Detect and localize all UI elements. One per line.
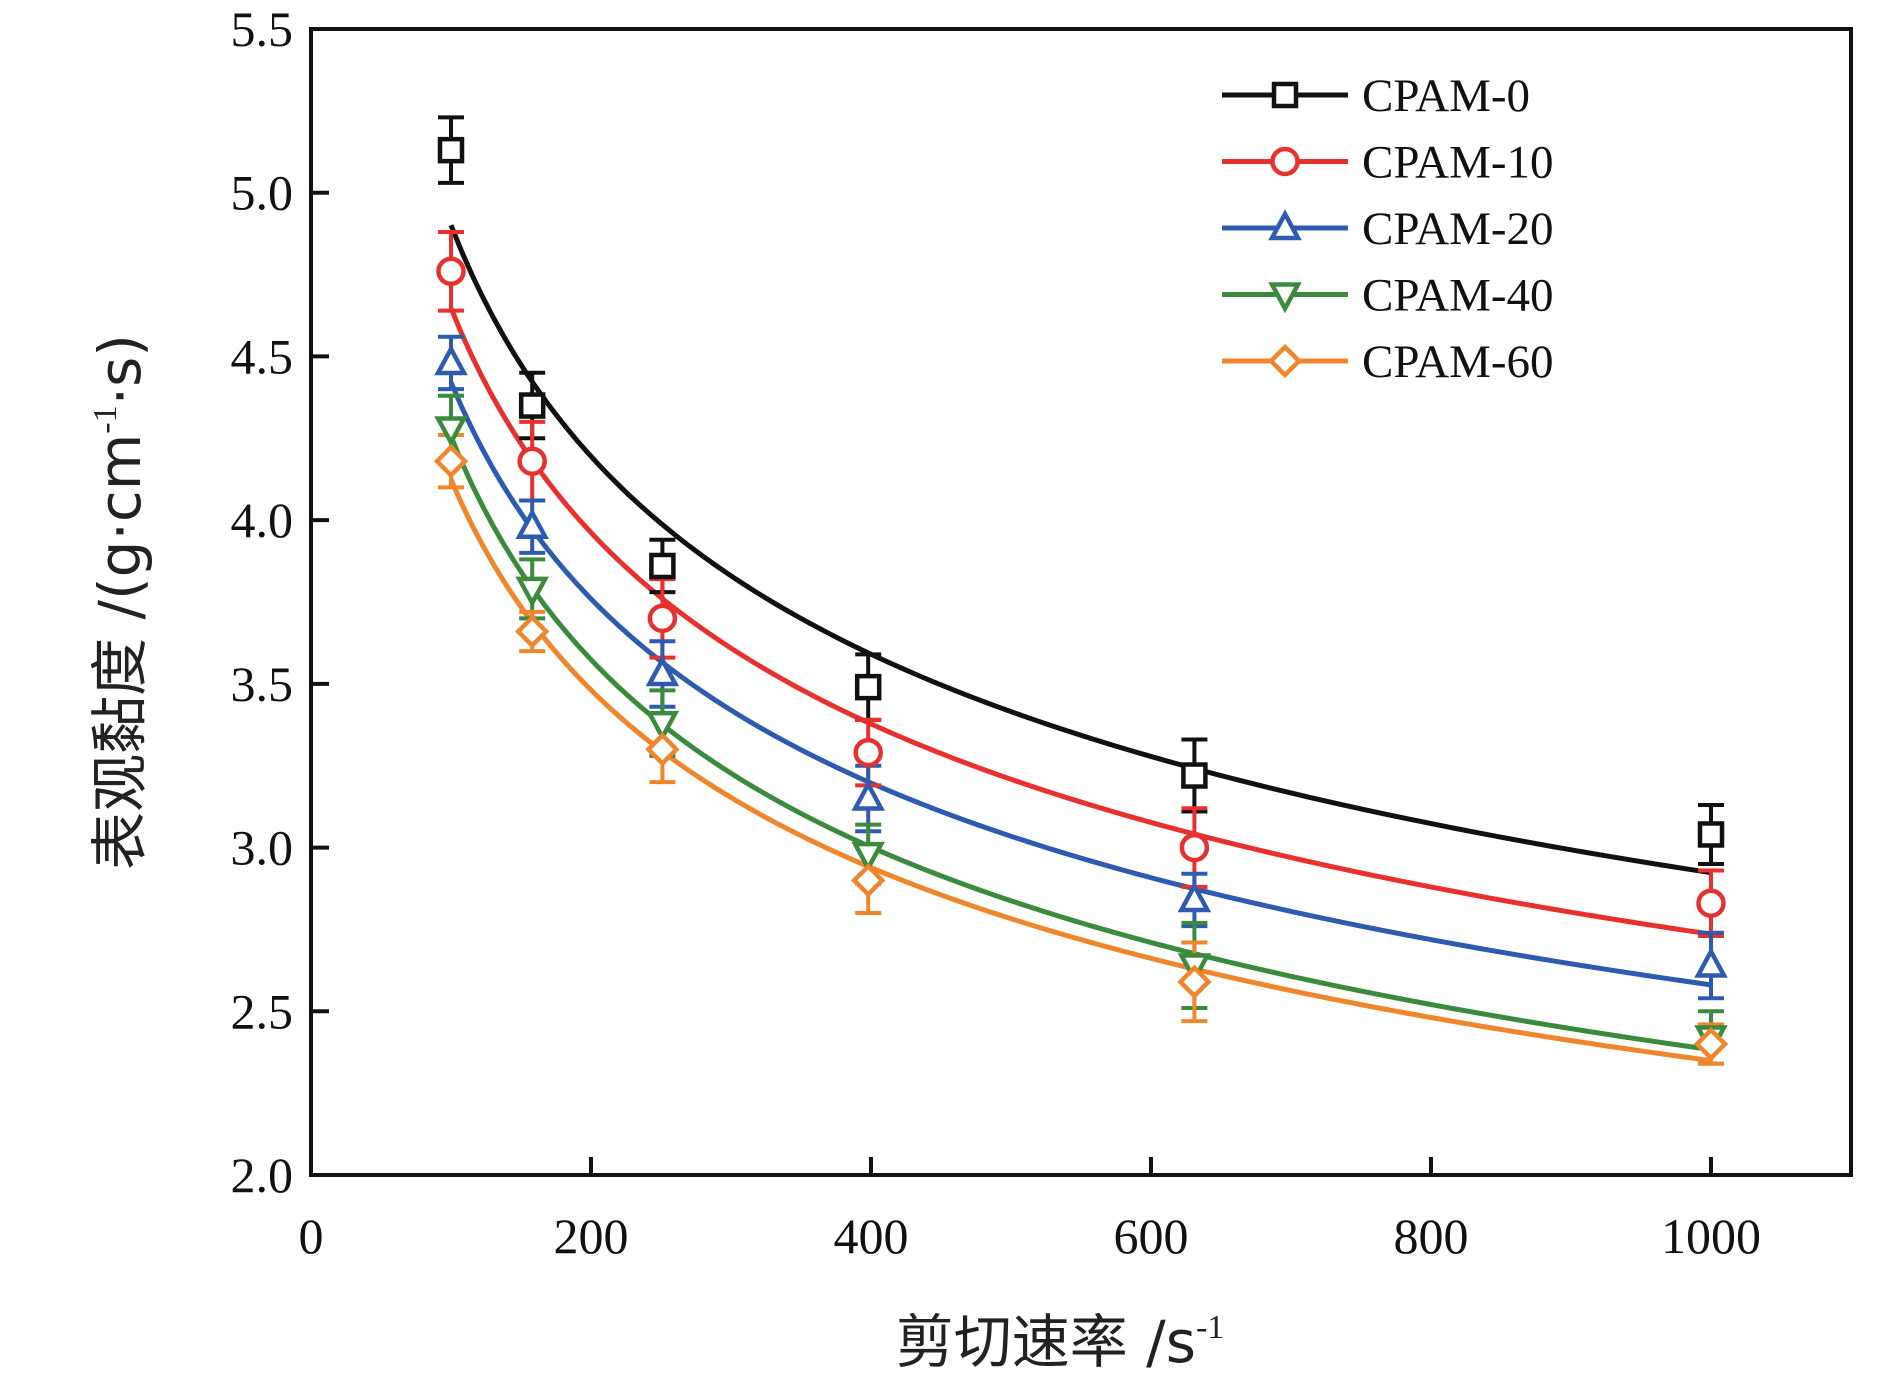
y-tick-label: 3.0 [231, 820, 294, 876]
legend-label-cpam-10: CPAM-10 [1362, 137, 1554, 189]
marker-cpam-20 [1177, 881, 1212, 913]
x-tick-label: 600 [1114, 1208, 1189, 1264]
marker-cpam-20 [434, 344, 468, 376]
curve-cpam-20 [448, 381, 1712, 988]
x-axis-title-sup: -1 [1196, 1309, 1224, 1346]
marker-cpam-60 [1177, 964, 1212, 999]
marker-cpam-10 [647, 603, 678, 634]
x-tick-label: 1000 [1661, 1208, 1761, 1264]
legend: CPAM-0 CPAM-10 CPAM-20 CPAM-40 CPAM-60 [1222, 70, 1554, 388]
y-axis-title-part1: 表观黏度 /(g·cm [86, 434, 154, 870]
y-axis-title-part2: ·s) [86, 334, 154, 405]
marker-cpam-0 [437, 136, 465, 164]
x-axis: 0 200 400 600 800 1000 [299, 1157, 1761, 1264]
marker-cpam-60 [433, 444, 469, 479]
curve-cpam-60 [448, 478, 1712, 1064]
marker-cpam-0 [1181, 762, 1208, 789]
marker-cpam-10 [1179, 832, 1210, 863]
marker-cpam-40 [515, 576, 549, 608]
y-axis-title-sup: -1 [87, 405, 124, 433]
legend-label-cpam-40: CPAM-40 [1362, 270, 1554, 322]
y-tick-label: 3.5 [231, 656, 294, 712]
legend-marker-cpam-60 [1267, 343, 1303, 379]
y-tick-label: 2.5 [231, 983, 294, 1039]
x-axis-title-main: 剪切速率 /s [896, 1308, 1196, 1376]
data-markers [433, 136, 1729, 1062]
marker-cpam-0 [649, 552, 676, 580]
legend-marker-cpam-10 [1270, 146, 1300, 177]
y-tick-label: 4.5 [231, 328, 294, 384]
marker-cpam-0 [854, 673, 882, 701]
legend-label-cpam-0: CPAM-0 [1362, 70, 1530, 122]
y-axis-title: 表观黏度 /(g·cm-1·s) [86, 334, 154, 870]
y-tick-label: 2.0 [231, 1147, 294, 1203]
plot-frame [309, 27, 1853, 1177]
marker-cpam-60 [1693, 1026, 1729, 1062]
x-axis-title: 剪切速率 /s-1 [896, 1308, 1225, 1376]
marker-cpam-10 [853, 737, 883, 768]
marker-cpam-10 [1696, 888, 1726, 918]
marker-cpam-20 [851, 779, 885, 811]
marker-cpam-10 [436, 256, 466, 287]
marker-cpam-0 [1697, 821, 1725, 848]
y-tick-label: 5.0 [231, 165, 294, 221]
marker-cpam-60 [515, 614, 550, 649]
marker-cpam-10 [517, 446, 547, 476]
y-axis: 2.0 2.5 3.0 3.5 4.0 4.5 5.0 5.5 [231, 1, 329, 1203]
marker-cpam-40 [851, 841, 885, 873]
legend-marker-cpam-0 [1271, 81, 1299, 109]
marker-cpam-40 [645, 710, 680, 742]
legend-marker-cpam-20 [1268, 209, 1302, 241]
marker-cpam-20 [1694, 946, 1728, 978]
y-tick-label: 4.0 [231, 492, 294, 548]
marker-cpam-60 [851, 863, 886, 898]
legend-marker-cpam-40 [1268, 282, 1302, 314]
y-tick-label: 5.5 [231, 1, 294, 57]
legend-label-cpam-20: CPAM-20 [1362, 203, 1554, 255]
legend-label-cpam-60: CPAM-60 [1362, 336, 1554, 388]
marker-cpam-20 [645, 655, 680, 687]
marker-cpam-20 [515, 507, 549, 539]
marker-cpam-60 [645, 732, 680, 767]
curve-cpam-0 [448, 224, 1712, 876]
marker-cpam-0 [518, 392, 546, 419]
x-tick-label: 0 [299, 1208, 324, 1264]
x-tick-label: 800 [1394, 1208, 1469, 1264]
x-tick-label: 400 [834, 1208, 909, 1264]
x-tick-label: 200 [554, 1208, 629, 1264]
marker-cpam-40 [434, 416, 468, 448]
